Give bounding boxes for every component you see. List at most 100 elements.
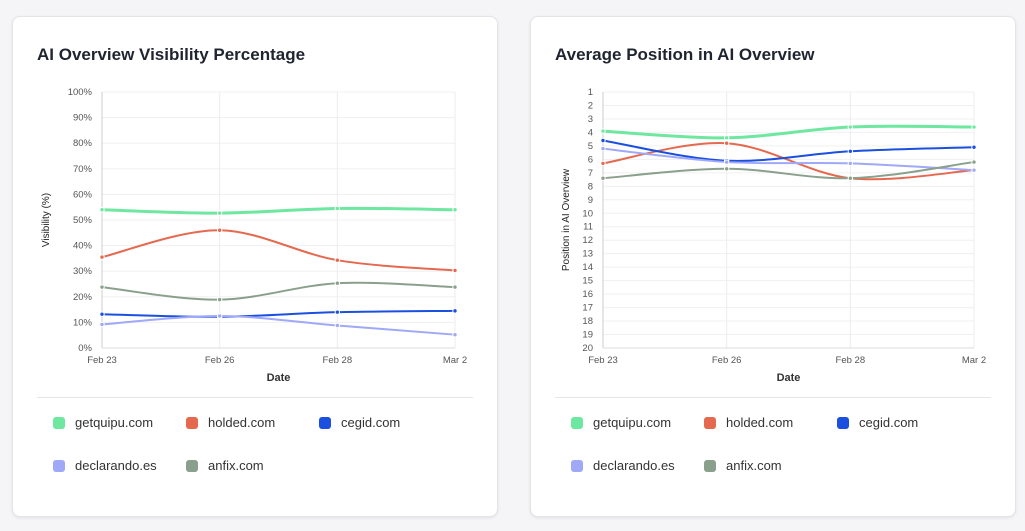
data-point bbox=[723, 159, 730, 165]
x-tick-label: Mar 2 bbox=[962, 355, 986, 366]
legend-item[interactable]: holded.com bbox=[704, 415, 793, 430]
y-tick-label: 9 bbox=[588, 195, 593, 206]
y-tick-label: 10 bbox=[582, 208, 593, 219]
legend-label: getquipu.com bbox=[75, 415, 154, 430]
legend-label: declarando.es bbox=[593, 458, 675, 473]
legend-item[interactable]: getquipu.com bbox=[571, 415, 671, 430]
y-tick-label: 14 bbox=[582, 262, 593, 273]
x-tick-label: Feb 28 bbox=[836, 355, 866, 366]
legend-item[interactable]: cegid.com bbox=[837, 415, 918, 430]
legend-label: declarando.es bbox=[75, 458, 157, 473]
data-point bbox=[334, 322, 341, 329]
data-point bbox=[334, 280, 341, 286]
y-tick-label: 2 bbox=[588, 100, 593, 111]
legend-label: cegid.com bbox=[859, 415, 919, 430]
data-point bbox=[600, 175, 606, 181]
y-tick-label: 20 bbox=[582, 343, 593, 354]
y-axis-title: Position in AI Overview bbox=[561, 168, 572, 271]
data-point bbox=[452, 267, 458, 274]
x-tick-label: Mar 2 bbox=[443, 355, 467, 366]
series-line-anfix.com bbox=[101, 281, 456, 301]
data-point bbox=[99, 207, 105, 213]
legend-swatch bbox=[319, 416, 331, 429]
data-point bbox=[452, 207, 458, 213]
x-axis-title: Date bbox=[777, 372, 801, 384]
legend-label: holded.com bbox=[208, 415, 276, 430]
x-tick-label: Feb 26 bbox=[712, 355, 742, 366]
y-tick-label: 16 bbox=[582, 289, 593, 300]
y-tick-label: 100% bbox=[68, 87, 93, 98]
y-tick-label: 60% bbox=[73, 189, 93, 200]
y-tick-label: 80% bbox=[73, 138, 93, 149]
legend-item[interactable]: cegid.com bbox=[319, 415, 400, 430]
series-line-getquipu.com bbox=[602, 124, 975, 140]
data-point bbox=[334, 205, 341, 212]
data-point bbox=[600, 128, 606, 134]
chart-title: AI Overview Visibility Percentage bbox=[37, 45, 306, 64]
visibility-chart: 0% 10% 20% 30% 40% 50% 60% 70% 80% 90% 100% Feb 23 F… bbox=[41, 87, 467, 384]
legend-label: holded.com bbox=[726, 415, 794, 430]
x-tick-label: Feb 26 bbox=[205, 355, 235, 366]
data-point bbox=[847, 148, 854, 154]
data-point bbox=[452, 308, 458, 314]
series-line-anfix.com bbox=[602, 161, 975, 180]
data-point bbox=[971, 167, 977, 173]
y-tick-label: 3 bbox=[588, 114, 593, 125]
data-point bbox=[216, 296, 223, 303]
data-point bbox=[971, 144, 977, 150]
legend-item[interactable]: getquipu.com bbox=[53, 415, 153, 430]
y-tick-label: 50% bbox=[73, 215, 93, 226]
data-point bbox=[216, 210, 223, 216]
data-point bbox=[334, 257, 341, 263]
y-tick-label: 15 bbox=[582, 276, 593, 287]
y-tick-label: 7 bbox=[588, 168, 593, 179]
x-tick-label: Feb 28 bbox=[323, 355, 353, 366]
data-point bbox=[723, 140, 730, 146]
y-tick-label: 0% bbox=[78, 343, 92, 354]
legend-item[interactable]: holded.com bbox=[186, 415, 275, 430]
data-point bbox=[600, 160, 606, 167]
legend-item[interactable]: anfix.com bbox=[704, 458, 782, 473]
legend-swatch bbox=[186, 459, 198, 472]
y-tick-label: 13 bbox=[582, 249, 593, 260]
y-tick-label: 5 bbox=[588, 141, 593, 152]
legend-label: cegid.com bbox=[341, 415, 401, 430]
legend-swatch bbox=[53, 416, 65, 429]
data-point bbox=[600, 137, 606, 144]
legend-item[interactable]: anfix.com bbox=[186, 458, 264, 473]
legend-swatch bbox=[704, 459, 716, 472]
series-line-getquipu.com bbox=[101, 206, 456, 215]
y-tick-label: 8 bbox=[588, 181, 593, 192]
y-tick-label: 40% bbox=[73, 241, 93, 252]
legend-label: anfix.com bbox=[208, 458, 264, 473]
divider bbox=[555, 397, 991, 398]
data-point bbox=[723, 166, 730, 172]
y-tick-label: 20% bbox=[73, 292, 93, 303]
legend-item[interactable]: declarando.es bbox=[571, 458, 675, 473]
data-point bbox=[452, 331, 458, 338]
x-axis-title: Date bbox=[267, 372, 291, 384]
legend-swatch bbox=[571, 416, 583, 429]
y-tick-label: 4 bbox=[588, 127, 593, 138]
legend-swatch bbox=[53, 459, 65, 472]
data-point bbox=[847, 160, 854, 167]
y-tick-label: 1 bbox=[588, 87, 593, 98]
y-axis-title: Visibility (%) bbox=[41, 193, 52, 247]
data-point bbox=[216, 227, 223, 233]
data-point bbox=[971, 124, 977, 130]
data-point bbox=[334, 309, 341, 315]
series-line-holded.com bbox=[101, 229, 456, 272]
legend-swatch bbox=[186, 416, 198, 429]
y-tick-label: 10% bbox=[73, 317, 93, 328]
legend-item[interactable]: declarando.es bbox=[53, 458, 157, 473]
data-point bbox=[99, 311, 105, 317]
data-point bbox=[99, 284, 105, 290]
legend-swatch bbox=[571, 459, 583, 472]
y-tick-label: 18 bbox=[582, 316, 593, 327]
legend-label: getquipu.com bbox=[593, 415, 672, 430]
chart-title: Average Position in AI Overview bbox=[555, 45, 815, 64]
data-point bbox=[723, 135, 730, 141]
divider bbox=[37, 397, 473, 398]
legend-label: anfix.com bbox=[726, 458, 782, 473]
